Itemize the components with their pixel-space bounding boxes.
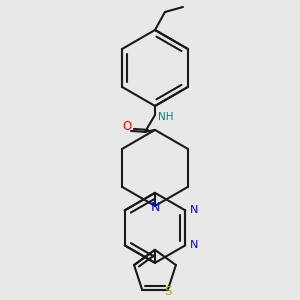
Text: N: N (150, 201, 160, 214)
Text: NH: NH (158, 112, 173, 122)
Text: S: S (164, 285, 172, 298)
Text: N: N (190, 240, 199, 250)
Text: N: N (190, 206, 199, 215)
Text: O: O (122, 120, 132, 134)
